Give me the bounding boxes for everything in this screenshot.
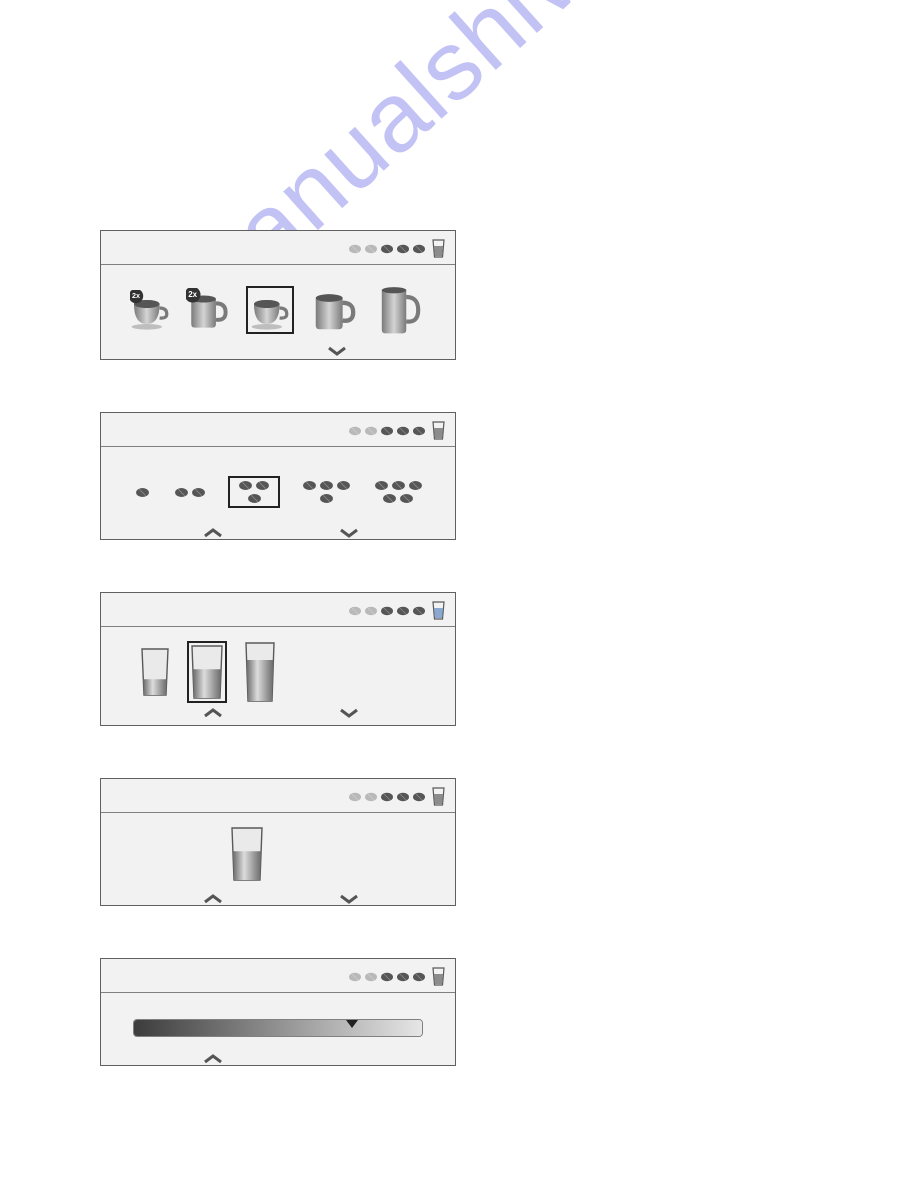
panel-header (101, 413, 455, 447)
panel-water-size (100, 592, 456, 726)
panel-body (101, 447, 455, 537)
bean-row (132, 447, 424, 537)
chevron-down-icon (337, 527, 361, 539)
chevron-down-icon (337, 893, 361, 905)
panel-cup-size: 2x 2x (100, 230, 456, 360)
panel-header (101, 779, 455, 813)
status-beans (348, 421, 445, 440)
cup-option-3[interactable] (310, 286, 358, 334)
strength-option-2[interactable] (172, 487, 208, 498)
glass-option-0[interactable] (141, 648, 169, 696)
panel-header (101, 593, 455, 627)
panel-header (101, 959, 455, 993)
glass-option-2[interactable] (245, 642, 275, 702)
chevron-down-icon (325, 345, 349, 357)
strength-option-1[interactable] (132, 487, 152, 498)
panel-header (101, 231, 455, 265)
glass-item[interactable] (231, 827, 263, 886)
svg-text:2x: 2x (132, 291, 140, 300)
chevron-up-icon (201, 893, 225, 905)
slider-thumb-icon[interactable] (344, 1019, 360, 1029)
status-beans (348, 239, 445, 258)
cup-option-2[interactable] (246, 286, 294, 334)
slider-track[interactable] (133, 1019, 423, 1037)
chevron-up-icon (201, 527, 225, 539)
panel-strength (100, 412, 456, 540)
cup-option-4[interactable] (374, 284, 426, 336)
status-beans (348, 601, 445, 620)
panel-body: 2x 2x (101, 265, 455, 355)
glass-option-1[interactable] (187, 641, 227, 703)
cup-option-1[interactable]: 2x (186, 288, 230, 332)
svg-text:2x: 2x (188, 290, 197, 299)
strength-option-4[interactable] (300, 480, 352, 504)
panel-body (101, 813, 455, 903)
panel-slider (100, 958, 456, 1066)
strength-option-3[interactable] (228, 476, 280, 508)
cup-option-0[interactable]: 2x (130, 290, 170, 330)
glass-row (141, 627, 275, 717)
strength-option-5[interactable] (372, 480, 424, 504)
chevron-down-icon (337, 707, 361, 719)
panels-column: 2x 2x (100, 230, 460, 1118)
panel-body (101, 993, 455, 1063)
panel-water-confirm (100, 778, 456, 906)
status-beans (348, 787, 445, 806)
panel-body (101, 627, 455, 717)
cup-row: 2x 2x (130, 265, 426, 355)
chevron-up-icon (201, 1053, 225, 1065)
chevron-up-icon (201, 707, 225, 719)
status-beans (348, 967, 445, 986)
